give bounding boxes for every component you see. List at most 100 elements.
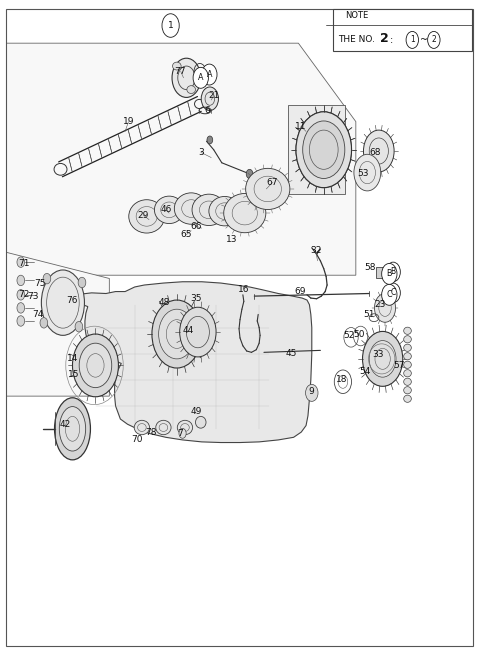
Circle shape [296, 112, 351, 187]
Text: NOTE: NOTE [345, 10, 369, 20]
Text: 21: 21 [208, 91, 219, 100]
Ellipse shape [55, 398, 90, 460]
Ellipse shape [404, 328, 411, 334]
Ellipse shape [174, 193, 208, 224]
Text: 57: 57 [393, 361, 405, 370]
Text: ~: ~ [420, 35, 429, 45]
Text: 75: 75 [34, 278, 46, 288]
Text: 42: 42 [60, 420, 71, 429]
Circle shape [386, 283, 400, 303]
Text: 1: 1 [410, 35, 415, 45]
Circle shape [78, 277, 86, 288]
Circle shape [158, 309, 195, 359]
Circle shape [17, 303, 24, 313]
Ellipse shape [404, 386, 411, 394]
Circle shape [306, 384, 318, 402]
Text: 13: 13 [226, 234, 237, 244]
Circle shape [17, 316, 24, 326]
Text: 11: 11 [295, 122, 307, 131]
Text: 6: 6 [204, 106, 210, 115]
Text: 51: 51 [363, 310, 375, 319]
Text: 35: 35 [190, 293, 202, 303]
Circle shape [303, 121, 345, 178]
Ellipse shape [134, 421, 150, 435]
Text: 2: 2 [380, 32, 389, 45]
Circle shape [369, 341, 396, 377]
Text: 52: 52 [343, 331, 355, 340]
Ellipse shape [404, 395, 411, 402]
Text: 29: 29 [138, 210, 149, 219]
Text: 76: 76 [66, 295, 77, 305]
Ellipse shape [179, 428, 186, 438]
Text: 74: 74 [32, 310, 44, 319]
Circle shape [354, 155, 381, 191]
Text: THE NO.: THE NO. [338, 35, 375, 45]
Text: B: B [391, 267, 396, 276]
Circle shape [406, 31, 419, 48]
Ellipse shape [404, 352, 411, 360]
Ellipse shape [129, 200, 165, 233]
Text: 49: 49 [190, 407, 202, 416]
Ellipse shape [177, 421, 192, 435]
Circle shape [17, 290, 24, 300]
Circle shape [172, 58, 201, 98]
Circle shape [246, 170, 253, 178]
Polygon shape [6, 43, 356, 275]
Text: 46: 46 [160, 206, 171, 214]
Text: 15: 15 [68, 370, 79, 379]
Text: 66: 66 [190, 221, 202, 231]
Text: 53: 53 [357, 170, 369, 178]
Text: 2: 2 [432, 35, 436, 45]
Text: 65: 65 [180, 230, 192, 239]
Text: 18: 18 [336, 375, 347, 384]
Text: A: A [198, 73, 204, 83]
Text: 44: 44 [183, 326, 194, 335]
Ellipse shape [172, 62, 181, 70]
Ellipse shape [404, 344, 411, 351]
Text: 69: 69 [294, 287, 306, 296]
Circle shape [43, 273, 51, 284]
Ellipse shape [246, 168, 290, 210]
Text: 67: 67 [267, 178, 278, 187]
Text: 14: 14 [67, 354, 78, 364]
Text: 45: 45 [286, 349, 298, 358]
Text: 7: 7 [177, 429, 183, 438]
Ellipse shape [156, 421, 171, 435]
Circle shape [79, 343, 112, 388]
Circle shape [201, 87, 218, 111]
Circle shape [17, 275, 24, 286]
Bar [376, 267, 391, 278]
Text: 19: 19 [123, 117, 134, 126]
Ellipse shape [404, 335, 411, 343]
Text: C: C [386, 290, 392, 299]
Text: 23: 23 [374, 300, 385, 309]
Ellipse shape [60, 407, 85, 451]
Ellipse shape [187, 86, 195, 94]
Circle shape [428, 31, 440, 48]
Polygon shape [288, 105, 345, 194]
Bar [333, 9, 472, 51]
Ellipse shape [404, 369, 411, 377]
Circle shape [296, 112, 351, 187]
Circle shape [362, 331, 403, 386]
Text: 73: 73 [27, 291, 39, 301]
Ellipse shape [195, 417, 206, 428]
Text: 71: 71 [18, 259, 29, 268]
Text: 54: 54 [360, 367, 371, 377]
Circle shape [382, 284, 397, 305]
Circle shape [202, 64, 217, 85]
Circle shape [75, 322, 83, 332]
Text: 77: 77 [174, 67, 186, 76]
Circle shape [162, 14, 179, 37]
Text: 48: 48 [159, 298, 170, 307]
Polygon shape [70, 282, 312, 443]
Circle shape [17, 257, 24, 267]
Circle shape [363, 130, 394, 172]
Text: :: : [390, 35, 393, 45]
Ellipse shape [209, 196, 240, 226]
Circle shape [72, 334, 119, 397]
Circle shape [374, 293, 396, 322]
Text: 16: 16 [238, 285, 250, 294]
Text: 3: 3 [198, 148, 204, 157]
Text: 50: 50 [353, 329, 364, 339]
